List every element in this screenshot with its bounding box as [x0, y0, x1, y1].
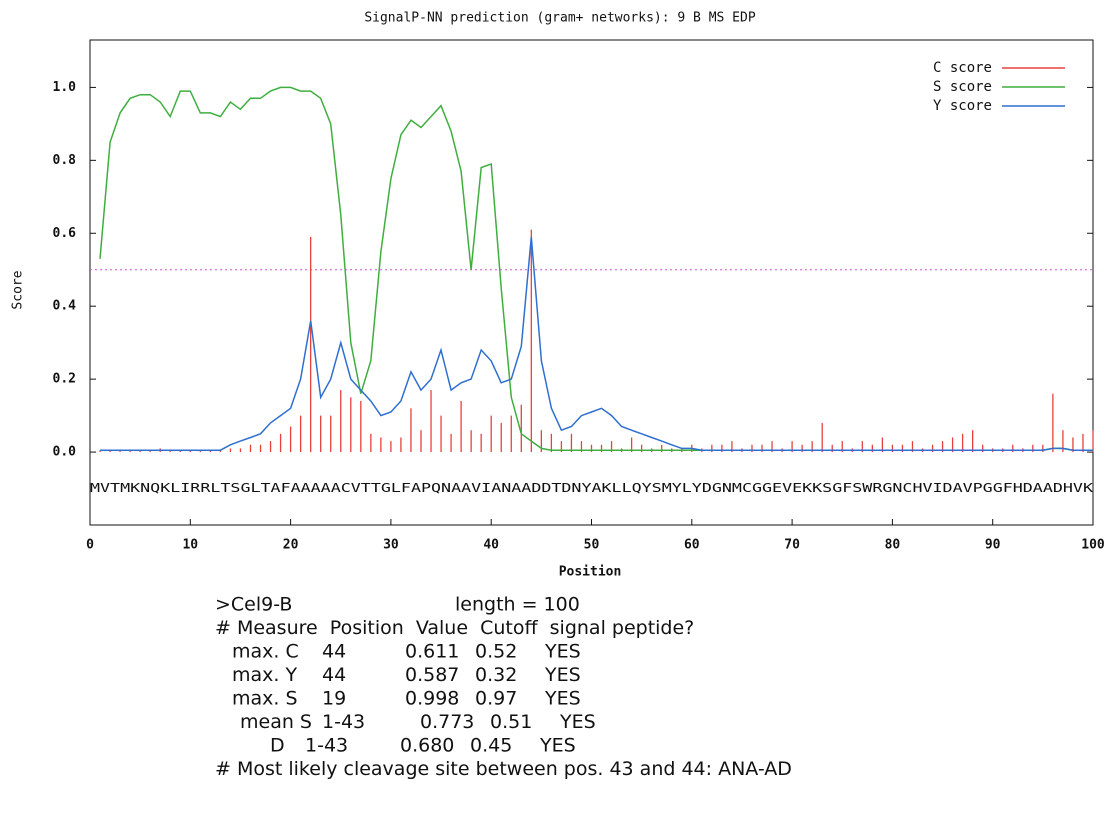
- result-cell: 0.998: [405, 688, 459, 710]
- y-tick-label: 0.6: [53, 226, 77, 241]
- result-cleavage: # Most likely cleavage site between pos.…: [215, 758, 792, 780]
- result-cell: 0.51: [490, 711, 532, 733]
- result-cell: 0.52: [475, 641, 517, 663]
- result-cell: D: [270, 735, 285, 757]
- x-tick-label: 50: [584, 538, 600, 553]
- legend-label: C score: [933, 60, 992, 76]
- result-header: # Measure Position Value Cutoff signal p…: [215, 617, 694, 639]
- result-cell: YES: [559, 711, 596, 733]
- x-tick-label: 0: [86, 538, 94, 553]
- result-cell: 0.680: [400, 735, 454, 757]
- result-cell: 0.587: [405, 664, 459, 686]
- result-cell: max. S: [232, 688, 298, 710]
- score-line: [100, 237, 1093, 450]
- x-tick-label: 20: [283, 538, 299, 553]
- y-tick-label: 0.2: [53, 372, 76, 387]
- x-axis-label: Position: [559, 565, 622, 580]
- x-tick-label: 30: [383, 538, 399, 553]
- result-cell: mean S: [240, 711, 312, 733]
- legend-label: Y score: [933, 98, 992, 114]
- result-cell: 1-43: [322, 711, 365, 733]
- x-tick-label: 40: [483, 538, 499, 553]
- result-cell: 0.45: [470, 735, 512, 757]
- x-tick-label: 60: [684, 538, 700, 553]
- x-tick-label: 80: [885, 538, 901, 553]
- result-cell: 0.97: [475, 688, 517, 710]
- x-tick-label: 70: [784, 538, 800, 553]
- result-length: length = 100: [455, 594, 580, 616]
- x-tick-label: 10: [182, 538, 198, 553]
- result-cell: 0.773: [420, 711, 474, 733]
- y-tick-label: 1.0: [53, 80, 77, 95]
- result-cell: YES: [544, 641, 581, 663]
- y-tick-label: 0.0: [53, 445, 77, 460]
- result-cell: YES: [544, 688, 581, 710]
- result-cell: 44: [322, 641, 346, 663]
- result-cell: YES: [539, 735, 576, 757]
- chart-title: SignalP-NN prediction (gram+ networks): …: [364, 11, 756, 26]
- y-tick-label: 0.4: [53, 299, 77, 314]
- result-cell: 1-43: [305, 735, 348, 757]
- legend-label: S score: [933, 79, 992, 95]
- page: SignalP-NN prediction (gram+ networks): …: [0, 0, 1108, 820]
- result-cell: max. C: [232, 641, 299, 663]
- result-cell: 44: [322, 664, 346, 686]
- result-entry: >Cel9-B: [215, 594, 292, 616]
- x-tick-label: 100: [1081, 538, 1105, 553]
- result-cell: 0.611: [405, 641, 459, 663]
- y-axis-label: Score: [11, 270, 26, 309]
- result-cell: YES: [544, 664, 581, 686]
- score-line: [100, 87, 1093, 450]
- sequence: MVTMKNQKLIRRLTSGLTAFAAAAACVTTGLFAPQNAAVI…: [90, 481, 1094, 495]
- result-cell: max. Y: [232, 664, 297, 686]
- result-cell: 19: [322, 688, 346, 710]
- result-cell: 0.32: [475, 664, 517, 686]
- x-tick-label: 90: [985, 538, 1001, 553]
- y-tick-label: 0.8: [53, 153, 77, 168]
